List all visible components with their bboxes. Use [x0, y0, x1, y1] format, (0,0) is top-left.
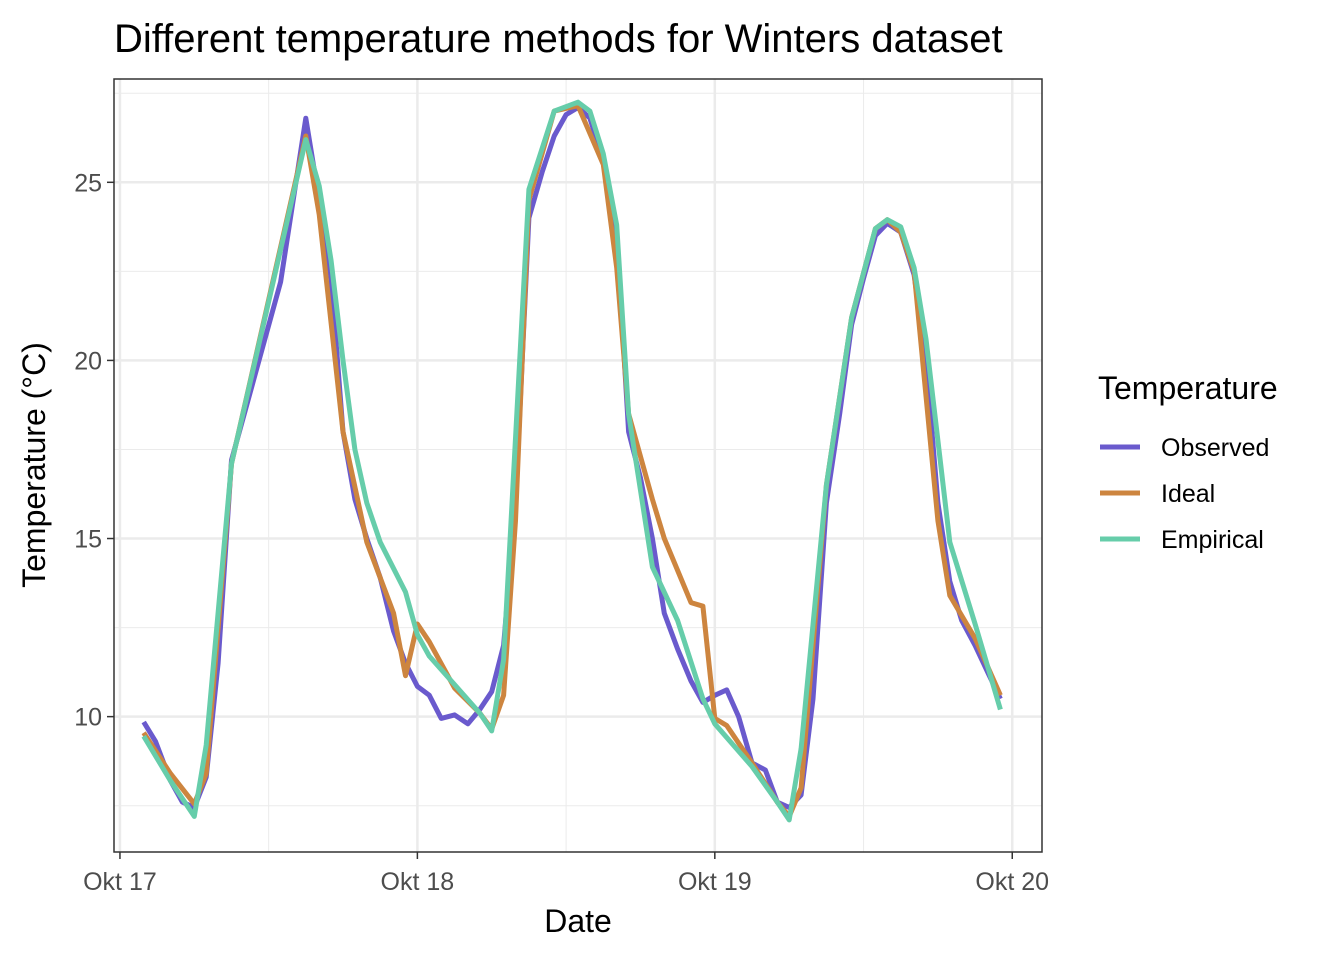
x-tick-label: Okt 18 — [381, 868, 455, 896]
x-tick-label: Okt 20 — [975, 868, 1049, 896]
series-lines — [141, 99, 1003, 823]
x-axis-title: Date — [544, 903, 612, 939]
y-tick-label: 25 — [74, 169, 102, 197]
y-axis: 10 15 20 25 — [74, 169, 114, 732]
y-tick-label: 10 — [74, 704, 102, 732]
legend-label-observed: Observed — [1161, 434, 1269, 462]
chart-title: Different temperature methods for Winter… — [114, 17, 1003, 61]
x-tick-label: Okt 19 — [678, 868, 752, 896]
legend-label-empirical: Empirical — [1161, 526, 1264, 554]
x-tick-label: Okt 17 — [83, 868, 157, 896]
grid-lines — [114, 79, 1042, 852]
y-tick-label: 20 — [74, 347, 102, 375]
legend-title: Temperature — [1098, 370, 1278, 406]
x-axis: Okt 17 Okt 18 Okt 19 Okt 20 — [83, 852, 1049, 896]
y-tick-label: 15 — [74, 526, 102, 554]
legend-label-ideal: Ideal — [1161, 480, 1215, 508]
plot-panel — [114, 79, 1042, 852]
legend: Temperature Observed Ideal Empirical — [1098, 370, 1278, 554]
plot-panel-border — [113, 78, 1043, 853]
series-line-empirical — [141, 99, 1003, 823]
y-axis-title: Temperature (°C) — [16, 342, 52, 588]
